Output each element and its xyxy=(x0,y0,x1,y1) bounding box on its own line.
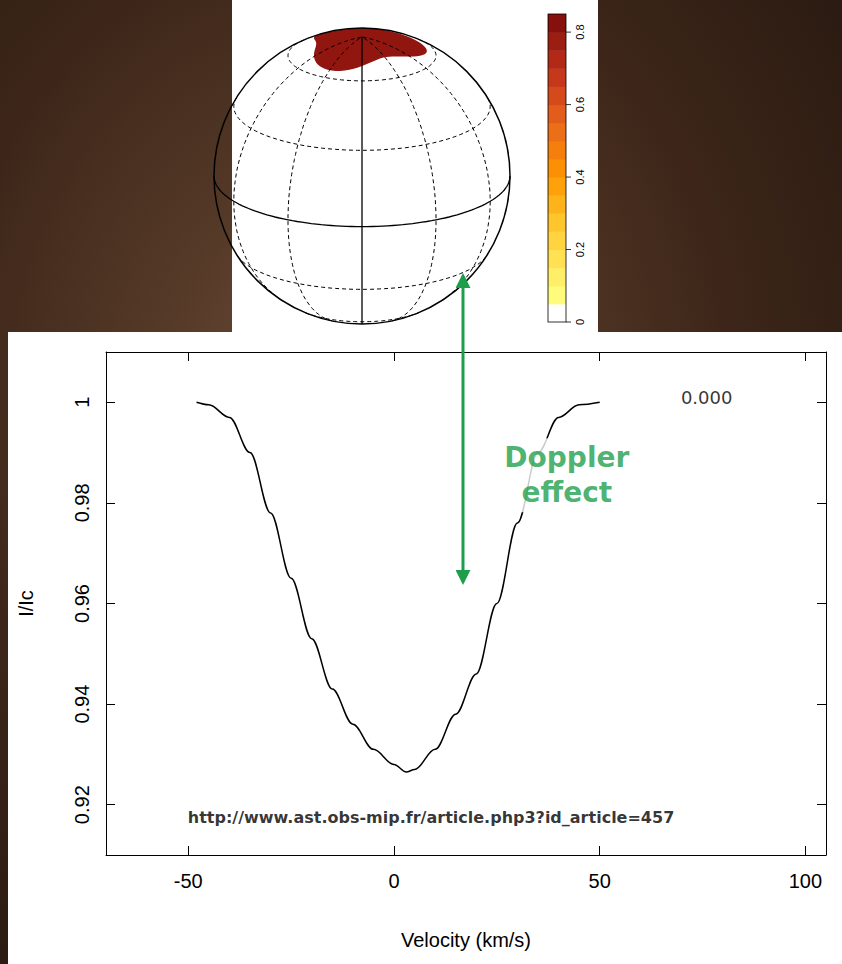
svg-text:0.92: 0.92 xyxy=(71,785,93,824)
svg-text:I/Ic: I/Ic xyxy=(15,590,37,617)
svg-text:50: 50 xyxy=(589,870,611,892)
svg-text:Doppler: Doppler xyxy=(504,441,629,474)
svg-text:0.98: 0.98 xyxy=(71,483,93,522)
svg-text:1: 1 xyxy=(71,397,93,408)
svg-text:effect: effect xyxy=(521,476,612,509)
svg-text:100: 100 xyxy=(789,870,822,892)
svg-text:0: 0 xyxy=(574,319,586,325)
svg-text:-50: -50 xyxy=(174,870,203,892)
svg-text:0.6: 0.6 xyxy=(574,97,586,112)
svg-text:0.000: 0.000 xyxy=(681,387,733,408)
svg-text:http://www.ast.obs-mip.fr/arti: http://www.ast.obs-mip.fr/article.php3?i… xyxy=(188,808,674,827)
svg-text:0: 0 xyxy=(388,870,399,892)
svg-text:0.96: 0.96 xyxy=(71,584,93,623)
svg-text:0.8: 0.8 xyxy=(574,24,586,39)
svg-text:0.4: 0.4 xyxy=(574,169,586,184)
svg-text:0.2: 0.2 xyxy=(574,242,586,257)
svg-text:Velocity (km/s): Velocity (km/s) xyxy=(401,929,531,951)
svg-text:0.94: 0.94 xyxy=(71,685,93,724)
